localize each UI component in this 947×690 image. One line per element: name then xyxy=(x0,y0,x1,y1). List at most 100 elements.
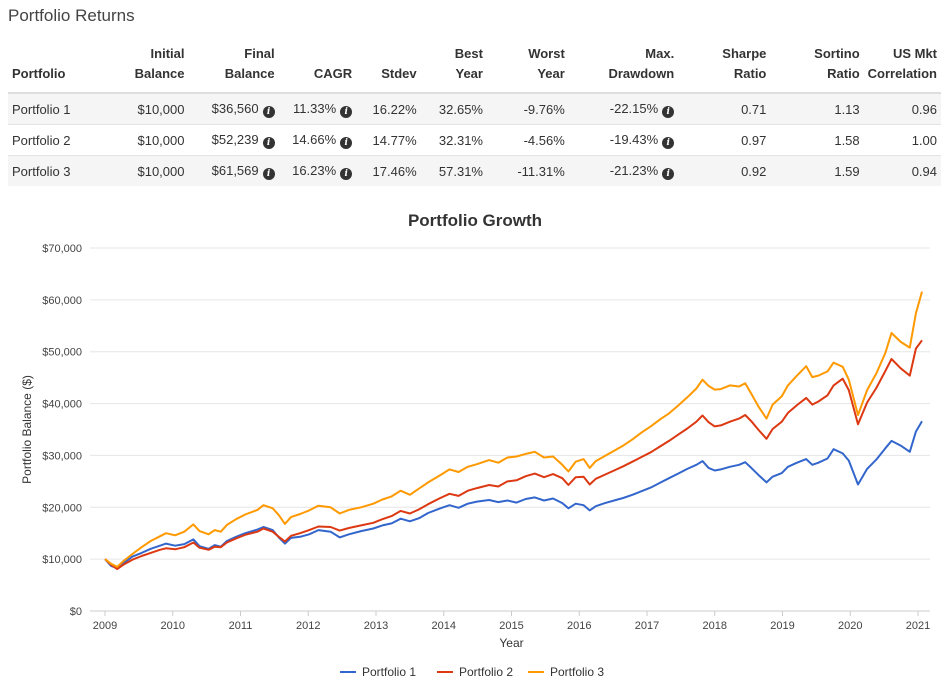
initial-balance: $10,000 xyxy=(110,124,189,156)
info-circle-icon[interactable]: i xyxy=(262,167,275,180)
y-tick-label: $50,000 xyxy=(42,347,82,359)
x-tick-label: 2021 xyxy=(906,620,930,632)
chart-legend: Portfolio 1 Portfolio 2 Portfolio 3 xyxy=(340,665,604,679)
stdev: 16.22% xyxy=(356,92,421,125)
final-balance-cell: $61,569 i xyxy=(188,155,279,186)
final-balance: $52,239 xyxy=(211,131,259,147)
column-header-best-year: Best Year xyxy=(454,46,483,81)
column-header-cagr: CAGR xyxy=(313,66,353,81)
column-header-final-balance: Final Balance xyxy=(224,46,275,81)
legend-label: Portfolio 1 xyxy=(362,665,416,679)
chart-series-lines xyxy=(104,291,923,570)
worst-year: -11.31% xyxy=(486,155,569,186)
column-header-max-drawdown: Max. Drawdown xyxy=(608,46,675,81)
us-mkt-correlation: 0.96 xyxy=(863,92,941,125)
sortino-ratio: 1.59 xyxy=(770,155,864,186)
best-year: 32.65% xyxy=(420,92,487,125)
y-tick-label: $30,000 xyxy=(42,450,82,462)
cagr: 14.66% xyxy=(292,131,337,147)
table-header-row: Portfolio Initial Balance Final Balance … xyxy=(8,40,941,93)
y-axis-label: Portfolio Balance ($) xyxy=(20,375,34,484)
info-circle-icon[interactable]: i xyxy=(662,136,675,149)
final-balance: $61,569 xyxy=(211,162,259,178)
best-year: 57.31% xyxy=(420,155,487,186)
column-header-worst-year: Worst Year xyxy=(528,46,565,81)
column-header-sharpe-ratio: Sharpe Ratio xyxy=(722,46,767,81)
legend-label: Portfolio 3 xyxy=(550,665,604,679)
y-axis-tick-labels: $0 $10,000 $20,000 $30,000 $40,000 $50,000 $60… xyxy=(42,243,82,618)
info-circle-icon[interactable]: i xyxy=(340,167,353,180)
final-balance-cell: $36,560 i xyxy=(188,92,279,125)
table-row: Portfolio 2 $10,000 $52,239 i 14.66% i 14.… xyxy=(8,124,941,156)
sharpe-ratio: 0.92 xyxy=(678,155,771,186)
info-circle-icon[interactable]: i xyxy=(340,105,353,118)
info-circle-icon[interactable]: i xyxy=(262,105,275,118)
column-header-stdev: Stdev xyxy=(381,66,417,81)
max-drawdown-cell: -21.23% i xyxy=(568,155,679,186)
x-tick-label: 2016 xyxy=(567,620,591,632)
max-drawdown: -22.15% xyxy=(609,100,659,116)
cagr-cell: 16.23% i xyxy=(278,155,357,186)
worst-year: -4.56% xyxy=(486,124,569,156)
x-tick-label: 2013 xyxy=(364,620,388,632)
portfolio-growth-chart: Portfolio Growth $0 $10,000 $20,000 $30,000… xyxy=(20,211,930,679)
cagr-cell: 11.33% i xyxy=(278,92,357,125)
us-mkt-correlation: 0.94 xyxy=(863,155,941,186)
x-tick-label: 2009 xyxy=(93,620,117,632)
legend-label: Portfolio 2 xyxy=(459,665,513,679)
cagr-cell: 14.66% i xyxy=(278,124,357,156)
y-tick-label: $0 xyxy=(70,606,82,618)
initial-balance: $10,000 xyxy=(110,155,189,186)
sortino-ratio: 1.13 xyxy=(770,92,864,125)
section-title: Portfolio Returns xyxy=(8,6,135,25)
x-tick-label: 2020 xyxy=(838,620,862,632)
y-tick-label: $10,000 xyxy=(42,554,82,566)
info-circle-icon[interactable]: i xyxy=(662,167,675,180)
info-circle-icon[interactable]: i xyxy=(340,136,353,149)
max-drawdown-cell: -19.43% i xyxy=(568,124,679,156)
x-axis-label: Year xyxy=(499,636,523,650)
series-line-2 xyxy=(104,339,923,570)
table-row: Portfolio 1 $10,000 $36,560 i 11.33% i 16.… xyxy=(8,92,941,125)
column-header-initial-balance: Initial Balance xyxy=(134,46,185,81)
x-axis-tick-labels: 2009 2010 2011 2012 2013 2014 2015 2016 2017 2018… xyxy=(93,620,930,632)
column-header-sortino-ratio: Sortino Ratio xyxy=(814,46,860,81)
column-header-us-mkt-correlation: US Mkt Correlation xyxy=(867,46,937,81)
final-balance-cell: $52,239 i xyxy=(188,124,279,156)
chart-title: Portfolio Growth xyxy=(408,211,542,230)
portfolio-returns-table: Portfolio Initial Balance Final Balance … xyxy=(8,40,941,186)
stdev: 17.46% xyxy=(356,155,421,186)
x-tick-label: 2017 xyxy=(635,620,659,632)
sortino-ratio: 1.58 xyxy=(770,124,864,156)
x-tick-label: 2011 xyxy=(229,620,253,632)
portfolio-name: Portfolio 3 xyxy=(8,155,111,186)
y-tick-label: $70,000 xyxy=(42,243,82,255)
max-drawdown: -19.43% xyxy=(609,131,659,147)
x-tick-label: 2014 xyxy=(432,620,456,632)
us-mkt-correlation: 1.00 xyxy=(863,124,941,156)
max-drawdown-cell: -22.15% i xyxy=(568,92,679,125)
portfolio-name: Portfolio 1 xyxy=(8,92,111,125)
x-tick-label: 2015 xyxy=(499,620,523,632)
max-drawdown: -21.23% xyxy=(609,162,659,178)
x-tick-label: 2018 xyxy=(703,620,727,632)
cagr: 11.33% xyxy=(293,100,337,116)
column-header-portfolio: Portfolio xyxy=(12,66,66,81)
x-tick-label: 2010 xyxy=(161,620,185,632)
series-line-1 xyxy=(104,420,923,569)
sharpe-ratio: 0.97 xyxy=(678,124,771,156)
worst-year: -9.76% xyxy=(486,92,569,125)
x-tick-label: 2019 xyxy=(770,620,794,632)
info-circle-icon[interactable]: i xyxy=(262,136,275,149)
y-tick-label: $20,000 xyxy=(42,502,82,514)
x-tick-label: 2012 xyxy=(296,620,320,632)
stdev: 14.77% xyxy=(356,124,421,156)
final-balance: $36,560 xyxy=(211,100,259,116)
initial-balance: $10,000 xyxy=(110,92,189,125)
sharpe-ratio: 0.71 xyxy=(678,92,771,125)
table-row: Portfolio 3 $10,000 $61,569 i 16.23% i 17.… xyxy=(8,155,941,186)
best-year: 32.31% xyxy=(420,124,487,156)
info-circle-icon[interactable]: i xyxy=(662,105,675,118)
cagr: 16.23% xyxy=(292,162,337,178)
y-tick-label: $60,000 xyxy=(42,295,82,307)
